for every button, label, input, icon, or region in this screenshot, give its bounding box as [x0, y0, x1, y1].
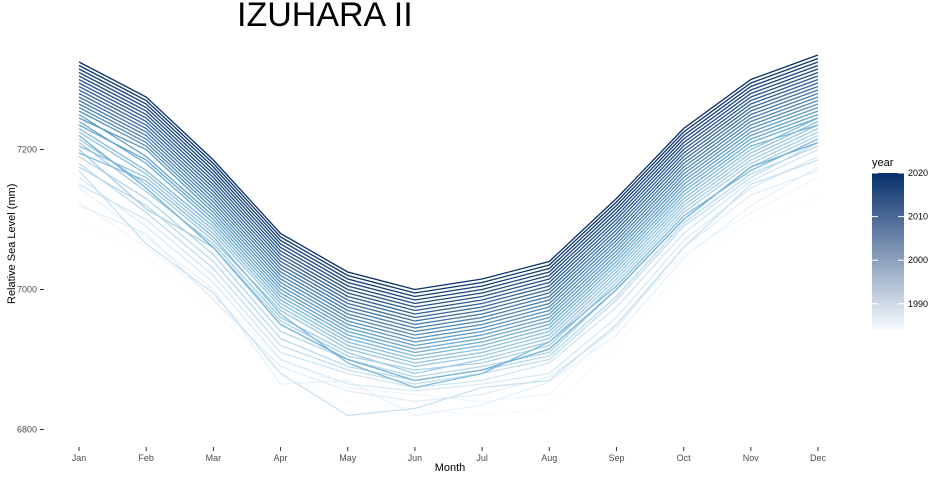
legend-title: year	[872, 157, 894, 169]
series-line-1995	[78, 127, 819, 375]
series-line-2018	[78, 61, 819, 298]
series-line-2016	[78, 68, 819, 305]
series-line-1988	[78, 155, 819, 392]
series-lines	[78, 54, 819, 417]
series-line-2011	[78, 85, 819, 322]
series-line-2006	[78, 103, 819, 340]
legend-tick-label: 2010	[908, 212, 928, 222]
series-line-2009	[78, 92, 819, 329]
x-tick-label: Jan	[72, 453, 87, 463]
y-tick-label: 6800	[17, 425, 37, 435]
x-tick-label: Oct	[677, 453, 692, 463]
series-line-2020	[78, 54, 819, 291]
x-tick-label: Apr	[274, 453, 288, 463]
y-tick-label: 7000	[17, 285, 37, 295]
series-line-2012	[78, 82, 819, 319]
series-line-2013	[78, 78, 819, 315]
series-line-2017	[78, 64, 819, 301]
x-axis: Jan Feb Mar Apr May Jun Jul Aug Sep Oct Nov Dec	[72, 447, 827, 463]
series-line-1991	[78, 141, 819, 385]
series-line-2002	[78, 117, 819, 354]
series-line-1996	[78, 124, 819, 368]
series-line-1984	[78, 197, 819, 417]
series-line-2019	[78, 57, 819, 294]
series-line-2001	[78, 134, 819, 382]
chart-title: IZUHARA II	[237, 0, 413, 34]
x-tick-label: Nov	[743, 453, 760, 463]
series-line-2014	[78, 75, 819, 312]
x-tick-label: Sep	[608, 453, 624, 463]
x-tick-label: Dec	[810, 453, 827, 463]
series-line-2015	[78, 71, 819, 308]
x-tick-label: Feb	[138, 453, 154, 463]
series-line-1990	[78, 159, 819, 417]
series-line-2004	[78, 110, 819, 347]
y-tick-label: 7200	[17, 145, 37, 155]
legend-tick-label: 1990	[908, 299, 928, 309]
series-line-2005	[78, 106, 819, 343]
legend-tick-label: 2020	[908, 168, 928, 178]
x-tick-label: May	[339, 453, 357, 463]
legend-colorbar	[872, 173, 904, 330]
x-axis-label: Month	[434, 462, 466, 474]
x-tick-label: Jun	[408, 453, 423, 463]
series-line-1999	[78, 138, 819, 389]
legend-ticks: 1990 2000 2010 2020	[872, 168, 928, 309]
legend-tick-label: 2000	[908, 255, 928, 265]
series-line-2003	[78, 113, 819, 350]
x-tick-label: Aug	[541, 453, 557, 463]
x-tick-label: Jul	[476, 453, 488, 463]
series-line-1989	[78, 148, 819, 389]
series-line-2010	[78, 89, 819, 326]
series-line-2008	[78, 96, 819, 333]
series-line-1998	[78, 117, 819, 361]
series-line-1997	[78, 120, 819, 364]
y-axis: 6800 7000 7200	[17, 145, 44, 435]
series-line-2000	[78, 124, 819, 357]
series-line-1986	[78, 166, 819, 417]
x-tick-label: Mar	[206, 453, 222, 463]
y-axis-label: Relative Sea Level (mm)	[6, 183, 18, 304]
series-line-2007	[78, 99, 819, 336]
